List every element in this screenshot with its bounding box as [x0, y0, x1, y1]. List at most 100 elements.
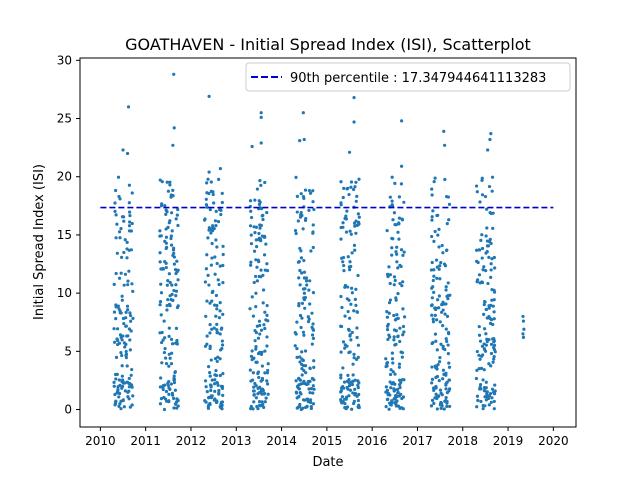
data-point: [390, 357, 395, 361]
data-point: [343, 346, 347, 350]
data-point: [435, 276, 439, 280]
data-point: [444, 285, 448, 289]
data-point: [208, 331, 212, 335]
y-axis: 0 5 10 15 20 25 30: [57, 53, 80, 417]
data-point: [493, 389, 497, 393]
data-point: [348, 268, 352, 272]
data-point: [492, 355, 496, 359]
data-point: [158, 402, 163, 406]
data-point: [120, 298, 124, 302]
data-point: [209, 385, 213, 389]
data-point: [432, 180, 436, 184]
data-point: [391, 361, 395, 365]
data-point: [521, 335, 526, 339]
data-point: [398, 383, 402, 387]
data-point: [388, 401, 392, 405]
data-point: [342, 186, 346, 190]
data-point: [294, 379, 298, 383]
data-point: [339, 237, 343, 241]
data-point: [444, 373, 448, 377]
data-point: [203, 398, 207, 403]
data-point: [256, 336, 261, 340]
data-point: [120, 215, 125, 219]
data-point: [210, 327, 214, 331]
data-point: [211, 190, 215, 194]
data-point: [250, 144, 254, 149]
data-point: [350, 251, 354, 255]
data-point: [259, 379, 263, 383]
data-point: [113, 340, 117, 344]
data-point: [446, 351, 450, 356]
data-point: [486, 281, 490, 286]
data-point: [213, 389, 217, 393]
data-point: [159, 282, 163, 286]
data-point: [119, 311, 123, 315]
data-point: [340, 256, 344, 260]
data-point: [430, 234, 434, 239]
data-point: [396, 391, 400, 395]
data-point: [206, 236, 210, 240]
data-point: [392, 328, 397, 332]
data-point: [339, 350, 343, 354]
data-point: [253, 328, 257, 333]
data-point: [163, 336, 167, 340]
data-point: [347, 381, 351, 385]
data-point: [396, 316, 400, 320]
data-point: [214, 314, 218, 318]
data-point: [354, 287, 358, 291]
data-point: [262, 253, 267, 257]
data-point: [263, 310, 267, 314]
data-point: [204, 267, 208, 271]
y-tick-label: 20: [57, 170, 72, 184]
data-point: [392, 275, 397, 279]
data-point: [396, 335, 400, 339]
data-point: [392, 335, 396, 339]
data-point: [482, 265, 486, 269]
data-point: [265, 335, 269, 339]
data-point: [120, 294, 124, 298]
data-point: [254, 274, 258, 279]
data-point: [158, 178, 162, 182]
chart-title: GOATHAVEN - Initial Spread Index (ISI), …: [125, 35, 531, 54]
data-point: [265, 303, 269, 308]
data-point: [400, 396, 404, 401]
data-point: [253, 339, 257, 343]
data-point: [207, 170, 211, 174]
data-point: [121, 381, 126, 385]
data-point: [306, 320, 311, 324]
data-point: [482, 389, 486, 393]
data-point: [478, 357, 482, 361]
data-point: [213, 219, 218, 223]
data-point: [264, 396, 268, 400]
data-point: [443, 264, 448, 268]
data-point: [263, 400, 267, 404]
data-point: [385, 310, 389, 314]
data-point: [389, 386, 393, 390]
data-point: [221, 393, 225, 397]
data-point: [251, 371, 255, 375]
data-point: [309, 249, 313, 253]
data-point: [480, 193, 485, 197]
data-point: [172, 374, 176, 378]
data-point: [395, 394, 399, 399]
data-point: [385, 388, 390, 392]
data-point: [389, 368, 393, 372]
data-point: [119, 351, 123, 355]
data-point: [117, 404, 121, 408]
data-point: [264, 242, 268, 246]
data-point: [482, 302, 486, 307]
data-point: [249, 407, 253, 411]
data-point: [401, 280, 405, 284]
data-point: [309, 404, 313, 409]
data-point: [492, 310, 496, 314]
data-point: [357, 177, 361, 181]
data-point: [356, 273, 360, 278]
data-point: [248, 368, 252, 372]
data-point: [171, 298, 175, 302]
data-point: [218, 373, 222, 378]
data-point: [439, 391, 443, 395]
data-point: [340, 395, 345, 399]
x-tick-label: 2014: [266, 434, 297, 448]
data-point: [353, 387, 357, 391]
data-point: [434, 375, 438, 380]
